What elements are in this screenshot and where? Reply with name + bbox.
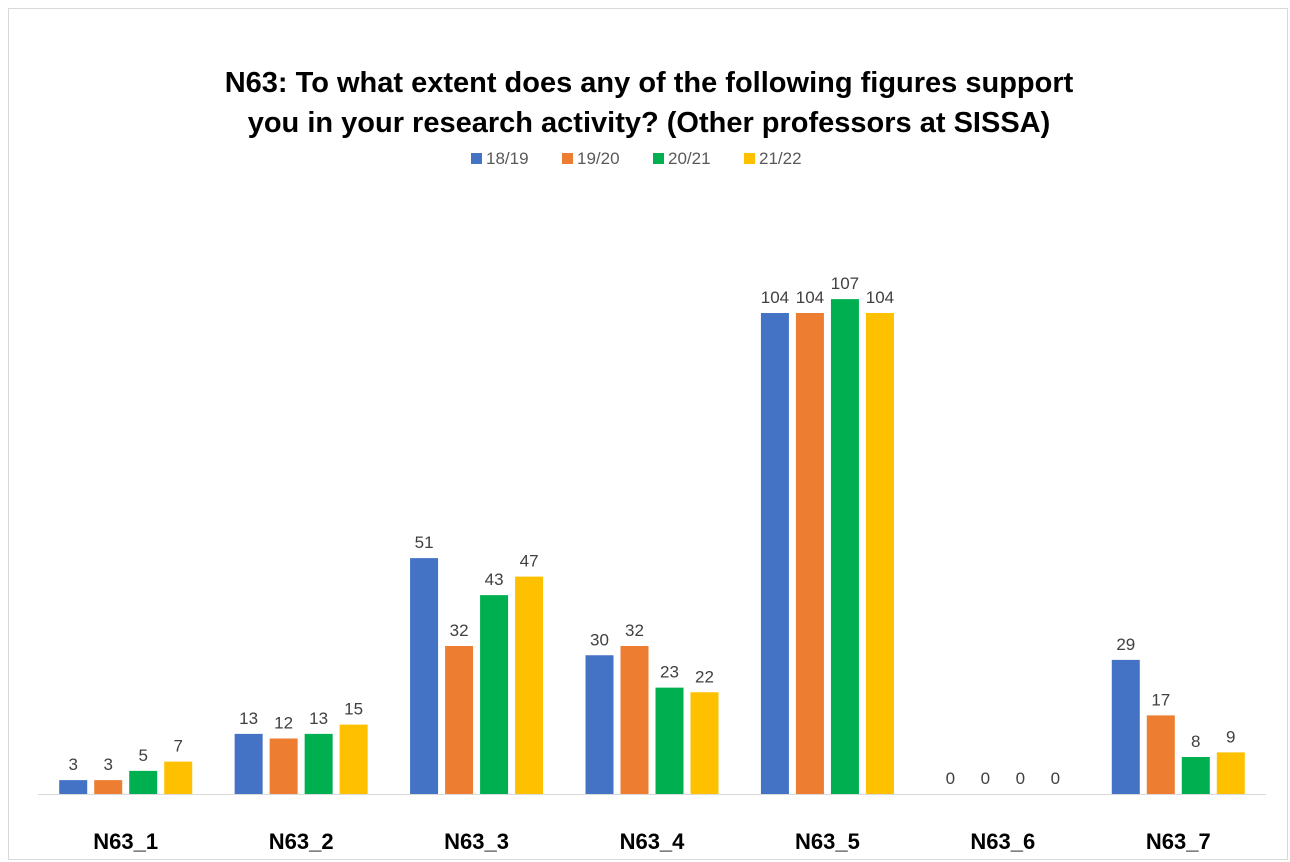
bar-N63_7-20-21 [1181, 757, 1210, 794]
chart-title-line-2: you in your research activity? (Other pr… [248, 107, 1051, 139]
data-label-N63_7-19-20: 17 [1151, 690, 1170, 709]
data-label-N63_2-21-22: 15 [344, 700, 363, 719]
category-labels: N63_1 N63_2 N63_3 N63_4 N63_5 N63_6 N63_7 [93, 829, 1210, 854]
data-label-N63_3-18-19: 51 [415, 533, 434, 552]
data-label-N63_5-21-22: 104 [866, 288, 894, 307]
data-label-N63_7-21-22: 9 [1226, 727, 1235, 746]
legend-swatch-19-20 [562, 153, 573, 164]
bar-N63_2-20-21 [304, 733, 333, 794]
data-label-N63_1-21-22: 7 [173, 737, 182, 756]
bar-N63_1-20-21 [129, 770, 158, 794]
category-label-N63_1: N63_1 [93, 829, 158, 854]
category-label-N63_4: N63_4 [620, 829, 686, 854]
data-label-N63_3-21-22: 47 [520, 552, 539, 571]
data-label-N63_5-20-21: 107 [831, 274, 859, 293]
data-label-N63_1-20-21: 5 [138, 746, 147, 765]
bar-N63_4-18-19 [585, 655, 614, 794]
chart-title-line-1: N63: To what extent does any of the foll… [225, 67, 1074, 99]
bar-N63_5-19-20 [795, 313, 824, 794]
category-label-N63_3: N63_3 [444, 829, 509, 854]
data-label-N63_7-18-19: 29 [1116, 635, 1135, 654]
bar-N63_2-21-22 [339, 724, 368, 794]
bar-N63_4-19-20 [620, 646, 649, 794]
bar-chart: N63: To what extent does any of the foll… [38, 67, 1266, 854]
bar-N63_3-19-20 [445, 646, 474, 794]
legend-label-20-21: 20/21 [668, 149, 711, 168]
legend-label-18-19: 18/19 [486, 149, 529, 168]
category-label-N63_6: N63_6 [970, 829, 1035, 854]
bar-N63_1-21-22 [164, 761, 193, 794]
data-label-N63_6-19-20: 0 [981, 769, 990, 788]
data-label-N63_2-18-19: 13 [239, 709, 258, 728]
legend-swatch-21-22 [744, 153, 755, 164]
bar-N63_5-20-21 [830, 299, 859, 794]
bar-N63_3-20-21 [480, 595, 509, 794]
data-label-N63_2-20-21: 13 [309, 709, 328, 728]
data-label-N63_7-20-21: 8 [1191, 732, 1200, 751]
legend-label-19-20: 19/20 [577, 149, 620, 168]
bar-N63_5-21-22 [865, 313, 894, 794]
data-label-N63_4-18-19: 30 [590, 630, 609, 649]
data-label-N63_4-20-21: 23 [660, 663, 679, 682]
data-label-N63_1-19-20: 3 [103, 755, 112, 774]
bar-N63_4-21-22 [690, 692, 719, 794]
data-label-N63_2-19-20: 12 [274, 714, 293, 733]
bar-N63_2-18-19 [234, 733, 263, 794]
data-label-N63_5-18-19: 104 [761, 288, 789, 307]
data-label-N63_4-19-20: 32 [625, 621, 644, 640]
data-label-N63_3-19-20: 32 [450, 621, 469, 640]
legend-label-21-22: 21/22 [759, 149, 802, 168]
legend-swatch-20-21 [653, 153, 664, 164]
data-label-N63_5-19-20: 104 [796, 288, 824, 307]
bar-N63_3-21-22 [515, 576, 544, 794]
bar-N63_4-20-21 [655, 687, 684, 794]
bar-N63_7-19-20 [1146, 715, 1175, 794]
data-label-N63_6-20-21: 0 [1016, 769, 1025, 788]
legend-swatch-18-19 [471, 153, 482, 164]
bars-group: 3 3 5 7 13 12 13 15 51 32 43 47 30 32 23 22 104 104 107 104… [59, 274, 1245, 794]
bar-N63_2-19-20 [269, 738, 298, 794]
bar-N63_7-21-22 [1216, 752, 1245, 794]
bar-N63_1-19-20 [94, 780, 123, 794]
bar-N63_1-18-19 [59, 780, 88, 794]
bar-N63_3-18-19 [410, 558, 439, 794]
bar-N63_5-18-19 [760, 313, 789, 794]
bar-N63_7-18-19 [1111, 659, 1140, 794]
data-label-N63_6-18-19: 0 [946, 769, 955, 788]
category-label-N63_5: N63_5 [795, 829, 860, 854]
data-label-N63_1-18-19: 3 [68, 755, 77, 774]
legend: 18/19 19/20 20/21 21/22 [471, 149, 802, 168]
data-label-N63_3-20-21: 43 [485, 570, 504, 589]
chart-frame: N63: To what extent does any of the foll… [8, 8, 1288, 860]
category-label-N63_2: N63_2 [269, 829, 334, 854]
category-label-N63_7: N63_7 [1146, 829, 1211, 854]
data-label-N63_6-21-22: 0 [1051, 769, 1060, 788]
data-label-N63_4-21-22: 22 [695, 667, 714, 686]
